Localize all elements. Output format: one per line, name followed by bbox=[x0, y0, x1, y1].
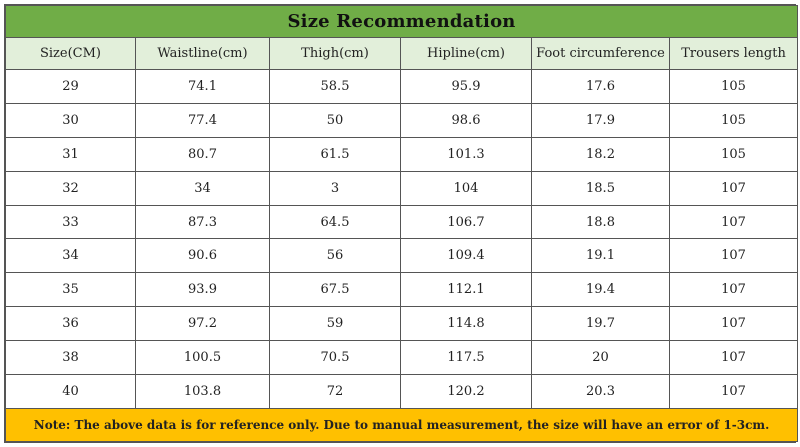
table-row: 29 74.1 58.5 95.9 17.6 105 bbox=[5, 69, 799, 104]
column-header-hipline: Hipline(cm) bbox=[400, 37, 532, 70]
column-header-foot-circumference: Foot circumference bbox=[531, 37, 670, 70]
cell-waistline: 93.9 bbox=[135, 272, 270, 308]
cell-waistline: 80.7 bbox=[135, 136, 270, 172]
cell-waistline: 97.2 bbox=[135, 306, 270, 342]
cell-hipline: 104 bbox=[400, 170, 532, 206]
cell-waistline: 100.5 bbox=[135, 340, 270, 376]
header-row: Size(CM) Waistline(cm) Thigh(cm) Hipline… bbox=[5, 37, 799, 70]
cell-size: 33 bbox=[5, 204, 136, 240]
cell-foot-circumference: 17.6 bbox=[531, 69, 670, 104]
cell-trousers-length: 107 bbox=[668, 272, 799, 308]
cell-thigh: 3 bbox=[269, 170, 401, 206]
cell-waistline: 103.8 bbox=[135, 374, 270, 409]
cell-size: 29 bbox=[5, 69, 136, 104]
table-title: Size Recommendation bbox=[4, 5, 799, 38]
cell-foot-circumference: 19.1 bbox=[531, 238, 670, 274]
cell-hipline: 112.1 bbox=[400, 272, 532, 308]
column-header-size: Size(CM) bbox=[5, 37, 136, 70]
cell-trousers-length: 105 bbox=[668, 69, 799, 104]
cell-hipline: 95.9 bbox=[400, 69, 532, 104]
cell-waistline: 34 bbox=[135, 170, 270, 206]
cell-foot-circumference: 20 bbox=[531, 340, 670, 376]
column-header-waistline: Waistline(cm) bbox=[135, 37, 270, 70]
cell-trousers-length: 105 bbox=[668, 136, 799, 172]
cell-size: 36 bbox=[5, 306, 136, 342]
title-row: Size Recommendation bbox=[4, 5, 799, 38]
cell-hipline: 106.7 bbox=[400, 204, 532, 240]
cell-thigh: 72 bbox=[269, 374, 401, 409]
cell-waistline: 77.4 bbox=[135, 102, 270, 138]
cell-size: 30 bbox=[5, 102, 136, 138]
cell-trousers-length: 107 bbox=[668, 238, 799, 274]
size-recommendation-table: Size Recommendation Size(CM) Waistline(c… bbox=[4, 5, 799, 442]
cell-thigh: 61.5 bbox=[269, 136, 401, 172]
cell-hipline: 117.5 bbox=[400, 340, 532, 376]
cell-waistline: 87.3 bbox=[135, 204, 270, 240]
note-row: Note: The above data is for reference on… bbox=[4, 408, 799, 442]
cell-foot-circumference: 17.9 bbox=[531, 102, 670, 138]
cell-foot-circumference: 20.3 bbox=[531, 374, 670, 409]
cell-foot-circumference: 18.8 bbox=[531, 204, 670, 240]
cell-thigh: 58.5 bbox=[269, 69, 401, 104]
table-row: 40 103.8 72 120.2 20.3 107 bbox=[5, 374, 799, 409]
cell-trousers-length: 105 bbox=[668, 102, 799, 138]
cell-size: 35 bbox=[5, 272, 136, 308]
cell-hipline: 109.4 bbox=[400, 238, 532, 274]
cell-thigh: 70.5 bbox=[269, 340, 401, 376]
cell-thigh: 50 bbox=[269, 102, 401, 138]
cell-size: 40 bbox=[5, 374, 136, 409]
cell-waistline: 74.1 bbox=[135, 69, 270, 104]
table-row: 31 80.7 61.5 101.3 18.2 105 bbox=[5, 136, 799, 172]
cell-trousers-length: 107 bbox=[668, 340, 799, 376]
table-row: 32 34 3 104 18.5 107 bbox=[5, 170, 799, 206]
cell-waistline: 90.6 bbox=[135, 238, 270, 274]
cell-size: 32 bbox=[5, 170, 136, 206]
cell-thigh: 59 bbox=[269, 306, 401, 342]
table-row: 36 97.2 59 114.8 19.7 107 bbox=[5, 306, 799, 342]
column-header-thigh: Thigh(cm) bbox=[269, 37, 401, 70]
cell-trousers-length: 107 bbox=[668, 204, 799, 240]
cell-foot-circumference: 19.4 bbox=[531, 272, 670, 308]
cell-trousers-length: 107 bbox=[668, 306, 799, 342]
cell-hipline: 120.2 bbox=[400, 374, 532, 409]
table-body: 29 74.1 58.5 95.9 17.6 105 30 77.4 50 98.6 17.9 105… bbox=[5, 69, 799, 409]
cell-hipline: 98.6 bbox=[400, 102, 532, 138]
cell-hipline: 101.3 bbox=[400, 136, 532, 172]
cell-thigh: 56 bbox=[269, 238, 401, 274]
cell-trousers-length: 107 bbox=[668, 374, 799, 409]
cell-size: 34 bbox=[5, 238, 136, 274]
table-row: 38 100.5 70.5 117.5 20 107 bbox=[5, 340, 799, 376]
cell-size: 31 bbox=[5, 136, 136, 172]
note-text: Note: The above data is for reference on… bbox=[4, 408, 799, 442]
cell-thigh: 67.5 bbox=[269, 272, 401, 308]
cell-size: 38 bbox=[5, 340, 136, 376]
cell-foot-circumference: 18.2 bbox=[531, 136, 670, 172]
size-table-sheet: Size Recommendation Size(CM) Waistline(c… bbox=[4, 4, 799, 443]
column-header-trousers-length: Trousers length bbox=[668, 37, 799, 70]
cell-foot-circumference: 18.5 bbox=[531, 170, 670, 206]
cell-thigh: 64.5 bbox=[269, 204, 401, 240]
table-row: 35 93.9 67.5 112.1 19.4 107 bbox=[5, 272, 799, 308]
table-row: 33 87.3 64.5 106.7 18.8 107 bbox=[5, 204, 799, 240]
table-row: 30 77.4 50 98.6 17.9 105 bbox=[5, 102, 799, 138]
cell-hipline: 114.8 bbox=[400, 306, 532, 342]
table-row: 34 90.6 56 109.4 19.1 107 bbox=[5, 238, 799, 274]
cell-trousers-length: 107 bbox=[668, 170, 799, 206]
cell-foot-circumference: 19.7 bbox=[531, 306, 670, 342]
